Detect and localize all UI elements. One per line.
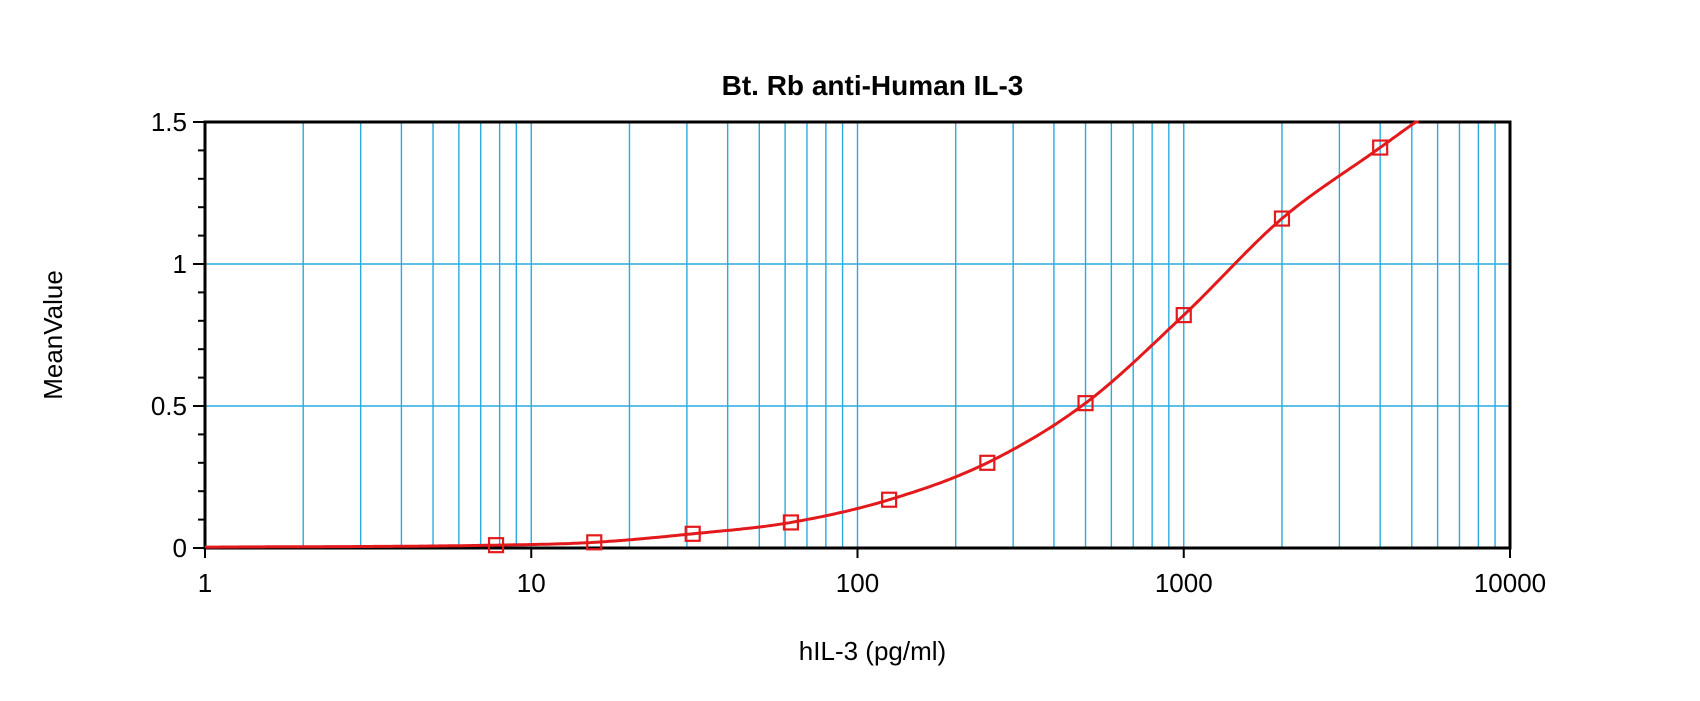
data-point [881,491,898,508]
data-point [979,454,996,471]
fit-curve-layer [205,120,1419,549]
x-tick-label: 1 [198,568,212,598]
y-axis-label: MeanValue [38,270,68,400]
data-point [1077,395,1094,412]
x-tick-label: 10 [517,568,546,598]
x-tick-label: 10000 [1474,568,1546,598]
x-tick-label: 1000 [1155,568,1213,598]
x-axis-label: hIL-3 (pg/ml) [799,636,946,666]
y-tick-label: 1.5 [151,107,187,137]
x-tick-labels: 1 10 100 1000 10000 [198,548,1546,598]
grid-layer [205,122,1510,548]
y-minor-ticks [193,121,205,549]
y-tick-label: 0.5 [151,391,187,421]
y-tick-label: 0 [173,533,187,563]
data-point [1372,139,1389,156]
data-point [586,534,603,551]
data-point [487,537,505,554]
x-tick-label: 100 [836,568,879,598]
data-point [1273,210,1291,227]
data-points-layer [487,139,1389,554]
y-tick-label: 1 [173,249,187,279]
data-point [1175,307,1192,324]
data-point [684,525,701,542]
chart-title: Bt. Rb anti-Human IL-3 [722,70,1024,101]
fit-curve [205,120,1419,549]
data-point [782,514,800,531]
y-tick-labels: 0 0.5 1 1.5 [151,107,187,563]
